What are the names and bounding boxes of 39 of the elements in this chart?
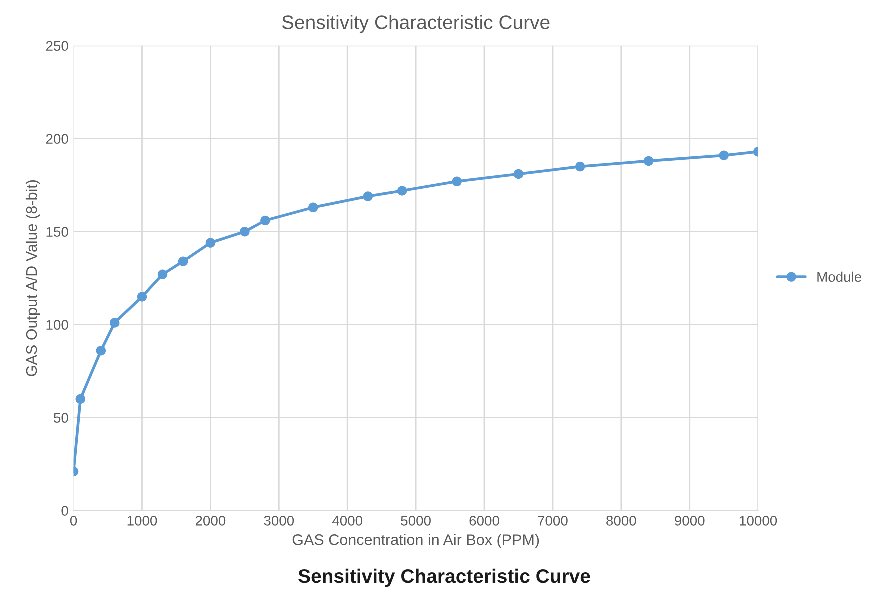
- x-tick-label: 9000: [675, 516, 705, 526]
- point: [158, 270, 168, 280]
- y-tick-label: 200: [46, 134, 68, 144]
- point: [206, 238, 216, 248]
- y-tick-label: 0: [62, 506, 68, 516]
- x-tick-label: 4000: [332, 516, 363, 526]
- point: [363, 192, 373, 202]
- point: [644, 156, 654, 166]
- y-axis-title: GAS Output A/D Value (8-bit): [26, 180, 40, 376]
- point: [96, 346, 106, 356]
- y-tick-label: 250: [46, 41, 68, 52]
- point: [178, 256, 188, 266]
- x-tick-label: 6000: [470, 516, 500, 526]
- x-axis-title: GAS Concentration in Air Box (PPM): [292, 534, 540, 548]
- legend-label: Module: [818, 272, 862, 282]
- point: [240, 226, 250, 237]
- y-tick-label: 50: [54, 413, 68, 423]
- x-tick-label: 3000: [264, 516, 294, 526]
- point: [452, 176, 462, 186]
- x-tick-label: 7000: [538, 516, 568, 526]
- x-tick-label: 10000: [740, 516, 778, 526]
- point: [137, 292, 148, 302]
- point: [398, 186, 408, 196]
- text: Sensitivity Characteristic Curve: [298, 568, 590, 588]
- point: [514, 169, 524, 180]
- x-tick-label: 5000: [401, 516, 431, 526]
- x-tick-label: 2000: [196, 516, 226, 526]
- x-tick-label: 1000: [128, 516, 158, 526]
- point: [110, 318, 120, 328]
- chart-title: Sensitivity Characteristic Curve: [282, 15, 550, 34]
- y-tick-label: 100: [46, 320, 68, 330]
- point: [575, 162, 586, 172]
- point: [260, 216, 270, 226]
- y-tick-label: 150: [46, 227, 68, 238]
- x-tick-label: 0: [70, 516, 78, 526]
- point: [308, 202, 318, 213]
- point: [719, 150, 729, 160]
- point: [76, 394, 86, 404]
- x-tick-label: 8000: [606, 516, 636, 526]
